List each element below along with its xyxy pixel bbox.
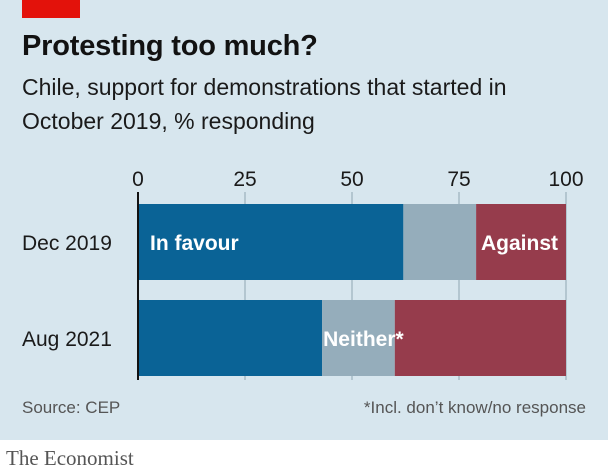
x-tick-label-75: 75 [447,168,470,191]
bar-1-1 [322,300,395,376]
x-tick-label-50: 50 [340,168,363,191]
bar-1-2 [394,300,566,376]
bar-0-0 [138,204,404,280]
series-label-2: Against [481,232,558,255]
source-note: Source: CEP [22,398,121,417]
bar-0-1 [403,204,477,280]
publisher-logo: The Economist [6,446,134,470]
chart-subtitle: Chile, support for demonstrations that s… [22,74,507,134]
category-label-0: Dec 2019 [22,232,112,255]
footnote: *Incl. don’t know/no response [363,398,586,417]
stacked-bar-chart: 0 25 50 75 100 Dec 2019 Aug 2021 In favour Neith… [22,168,584,380]
series-label-1: Neither* [323,328,404,351]
x-tick-label-0: 0 [132,168,144,191]
series-label-0: In favour [150,232,239,255]
category-label-1: Aug 2021 [22,328,112,351]
x-tick-label-25: 25 [233,168,256,191]
brand-red-tag [22,0,80,18]
bar-0-2 [476,204,566,280]
chart-title: Protesting too much? [22,30,318,62]
bar-1-0 [138,300,323,376]
x-tick-label-100: 100 [548,168,583,191]
